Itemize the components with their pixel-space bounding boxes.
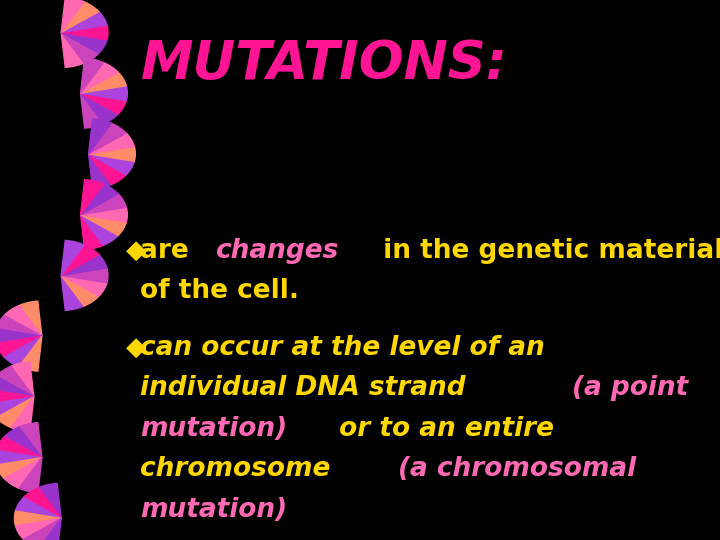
Wedge shape <box>0 437 42 457</box>
Wedge shape <box>89 146 135 161</box>
Wedge shape <box>15 518 61 539</box>
Wedge shape <box>89 154 135 175</box>
Wedge shape <box>14 511 61 526</box>
Wedge shape <box>24 518 61 540</box>
Text: of the cell.: of the cell. <box>140 278 300 304</box>
Wedge shape <box>61 0 84 32</box>
Text: mutation): mutation) <box>140 497 287 523</box>
Text: (a point: (a point <box>572 375 688 401</box>
Wedge shape <box>0 397 34 418</box>
Wedge shape <box>0 315 42 336</box>
Wedge shape <box>61 275 107 296</box>
Wedge shape <box>0 397 34 428</box>
Wedge shape <box>61 2 99 32</box>
Wedge shape <box>0 366 34 397</box>
Wedge shape <box>81 93 104 128</box>
Wedge shape <box>0 336 42 357</box>
Wedge shape <box>89 133 135 154</box>
Wedge shape <box>81 207 127 222</box>
Wedge shape <box>81 72 126 93</box>
Text: in the genetic material: in the genetic material <box>374 238 720 264</box>
Wedge shape <box>61 240 84 275</box>
Text: ◆: ◆ <box>126 238 146 264</box>
Wedge shape <box>89 154 126 185</box>
Wedge shape <box>81 194 126 214</box>
Wedge shape <box>19 336 42 371</box>
Wedge shape <box>0 376 34 397</box>
Wedge shape <box>89 154 112 189</box>
Wedge shape <box>38 518 61 540</box>
Wedge shape <box>61 275 84 310</box>
Text: individual DNA strand: individual DNA strand <box>140 375 475 401</box>
Wedge shape <box>19 457 42 492</box>
Wedge shape <box>4 336 42 367</box>
Text: changes: changes <box>215 238 338 264</box>
Wedge shape <box>81 93 118 124</box>
Wedge shape <box>11 397 34 432</box>
Wedge shape <box>61 32 99 63</box>
Wedge shape <box>81 58 104 93</box>
Wedge shape <box>89 123 126 154</box>
Wedge shape <box>61 245 99 275</box>
Wedge shape <box>81 93 126 114</box>
Text: can occur at the level of an: can occur at the level of an <box>140 335 545 361</box>
Wedge shape <box>81 184 118 214</box>
Wedge shape <box>61 268 108 283</box>
Wedge shape <box>61 32 84 68</box>
Text: (a chromosomal: (a chromosomal <box>398 456 636 482</box>
Wedge shape <box>0 457 42 478</box>
Wedge shape <box>81 214 118 245</box>
Wedge shape <box>0 389 34 404</box>
Wedge shape <box>61 275 99 306</box>
Wedge shape <box>81 214 104 249</box>
Wedge shape <box>81 86 127 100</box>
Wedge shape <box>81 214 126 235</box>
Wedge shape <box>19 301 42 336</box>
Text: are: are <box>140 238 198 264</box>
Wedge shape <box>81 180 104 214</box>
Wedge shape <box>4 427 42 457</box>
Wedge shape <box>15 497 61 518</box>
Wedge shape <box>61 254 107 275</box>
Wedge shape <box>61 25 108 40</box>
Wedge shape <box>89 119 112 154</box>
Wedge shape <box>61 11 107 32</box>
Wedge shape <box>81 63 118 93</box>
Wedge shape <box>19 423 42 457</box>
Text: MUTATIONS:: MUTATIONS: <box>140 38 508 90</box>
Text: mutation): mutation) <box>140 416 287 442</box>
Text: chromosome: chromosome <box>140 456 340 482</box>
Wedge shape <box>61 32 107 53</box>
Wedge shape <box>24 488 61 518</box>
Text: or to an entire: or to an entire <box>330 416 554 442</box>
Text: ◆: ◆ <box>126 335 146 361</box>
Wedge shape <box>11 362 34 397</box>
Wedge shape <box>0 450 42 465</box>
Wedge shape <box>4 457 42 488</box>
Wedge shape <box>38 483 61 518</box>
Wedge shape <box>0 329 42 343</box>
Wedge shape <box>4 306 42 336</box>
